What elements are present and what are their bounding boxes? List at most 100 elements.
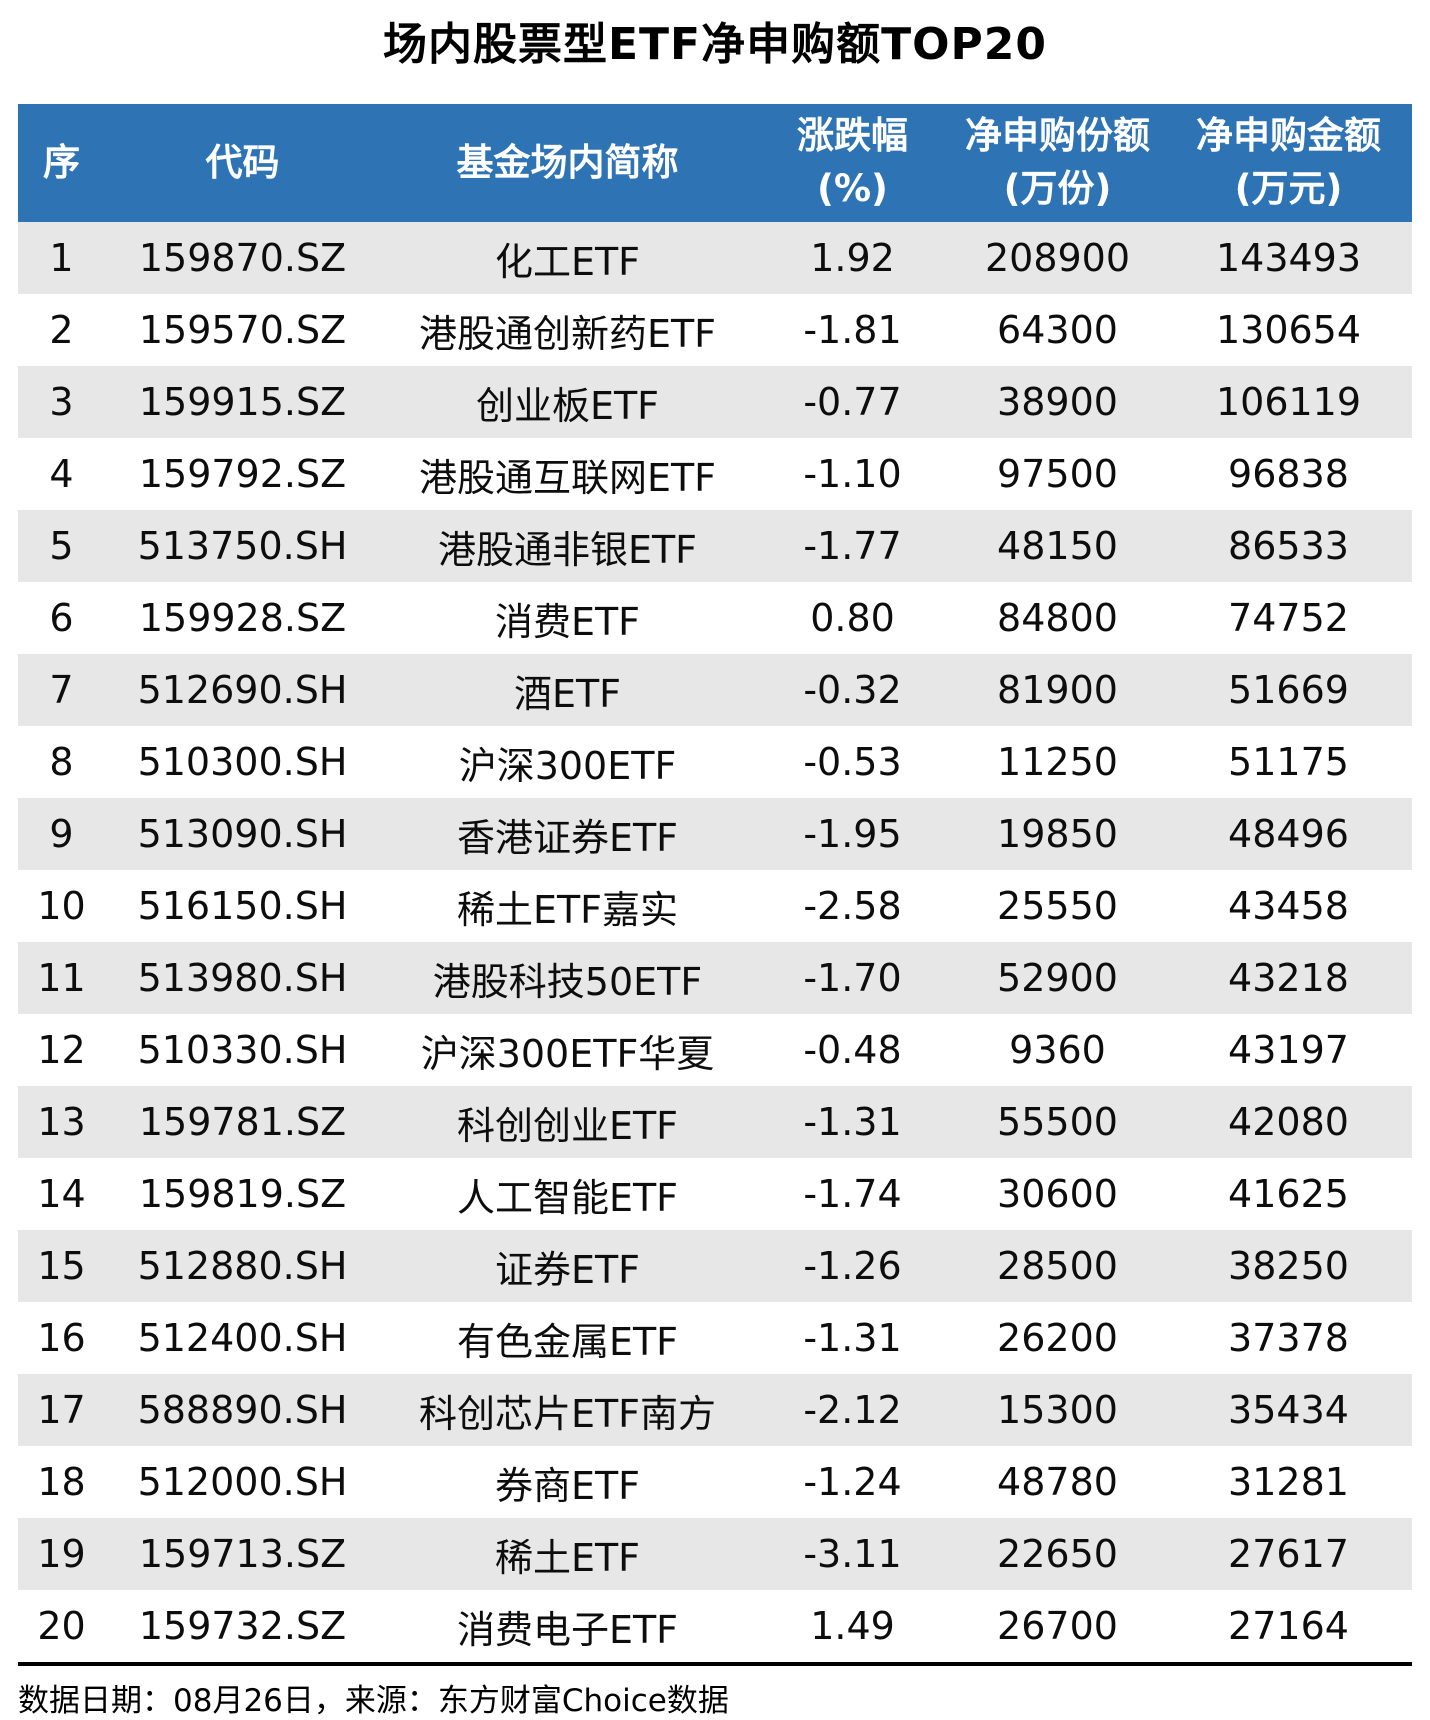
change-pct-cell: -2.12 (803, 1388, 902, 1432)
change-pct-cell: -0.48 (803, 1028, 902, 1072)
code-cell: 512400.SH (137, 1316, 348, 1360)
net-sub-shares-cell: 52900 (997, 956, 1118, 1000)
net-sub-amount-cell: 96838 (1228, 452, 1349, 496)
code-cell: 512880.SH (137, 1244, 348, 1288)
fund-name-cell: 稀土ETF (494, 1535, 641, 1580)
fund-name-cell: 酒ETF (513, 671, 622, 716)
change-pct-cell: -0.53 (803, 740, 902, 784)
data-source-note: 数据日期：08月26日，来源：东方财富Choice数据 (18, 1683, 729, 1719)
fund-name-cell: 化工ETF (494, 239, 641, 284)
etf-table: 序代码 基金场内简称 涨跌幅 (%) 净申购份额 (万份) 净申购金额 (万元) 1 15987… (18, 104, 1412, 1720)
change-pct-cell: -1.81 (803, 308, 902, 352)
rank-cell: 6 (49, 596, 74, 640)
code-cell: 513750.SH (137, 524, 348, 568)
table-row: 20 159732.SZ 消费电子ETF 1.49 26700 27164 (18, 1590, 1412, 1662)
change-pct-cell: -1.31 (803, 1100, 902, 1144)
table-header-row: 序 代码 基金场内简称 涨跌幅 (%) 净申购份额 (万份) 净申购金额 (万元) (18, 104, 1412, 222)
net-sub-amount-cell: 31281 (1228, 1460, 1349, 1504)
fund-name-cell: 科创芯片ETF南方 (418, 1391, 717, 1436)
rank-cell: 8 (49, 740, 74, 784)
footer-divider (18, 1662, 1412, 1666)
change-pct-cell: -1.31 (803, 1316, 902, 1360)
rank-cell: 15 (37, 1244, 86, 1288)
code-cell: 159915.SZ (138, 380, 347, 424)
net-sub-amount-cell: 43197 (1228, 1028, 1349, 1072)
code-cell: 159713.SZ (138, 1532, 347, 1576)
fund-name-cell: 港股通非银ETF (437, 527, 698, 572)
rank-cell: 5 (49, 524, 74, 568)
fund-name-cell: 香港证券ETF (456, 815, 679, 860)
code-cell: 512000.SH (137, 1460, 348, 1504)
table-row: 10 516150.SH 稀土ETF嘉实 -2.58 25550 43458 (18, 870, 1412, 942)
fund-name-cell: 券商ETF (494, 1463, 641, 1508)
table-row: 17 588890.SH 科创芯片ETF南方 -2.12 15300 35434 (18, 1374, 1412, 1446)
change-pct-cell: 1.49 (810, 1604, 895, 1648)
net-sub-shares-cell: 9360 (1009, 1028, 1106, 1072)
rank-cell: 2 (49, 308, 74, 352)
rank-cell: 3 (49, 380, 74, 424)
column-header-fund-name: 基金场内简称 (456, 140, 679, 184)
code-cell: 513980.SH (137, 956, 348, 1000)
table-row: 8 510300.SH 沪深300ETF -0.53 11250 51175 (18, 726, 1412, 798)
net-sub-shares-cell: 25550 (997, 884, 1118, 928)
rank-cell: 1 (49, 236, 74, 280)
column-header-net-sub-shares: 净申购份额 (万份) (965, 114, 1150, 210)
code-cell: 159781.SZ (138, 1100, 347, 1144)
fund-name-cell: 港股通互联网ETF (418, 455, 717, 500)
column-header-net-sub-amount: 净申购金额 (万元) (1196, 114, 1381, 210)
column-header-code: 代码 (205, 140, 280, 184)
code-cell: 510330.SH (137, 1028, 348, 1072)
net-sub-amount-cell: 130654 (1215, 308, 1362, 352)
change-pct-cell: -1.10 (803, 452, 902, 496)
code-cell: 588890.SH (137, 1388, 348, 1432)
table-row: 16 512400.SH 有色金属ETF -1.31 26200 37378 (18, 1302, 1412, 1374)
net-sub-amount-cell: 106119 (1215, 380, 1362, 424)
table-row: 7 512690.SH 酒ETF -0.32 81900 51669 (18, 654, 1412, 726)
change-pct-cell: 1.92 (810, 236, 895, 280)
change-pct-cell: -1.26 (803, 1244, 902, 1288)
net-sub-shares-cell: 11250 (997, 740, 1118, 784)
change-pct-cell: -1.74 (803, 1172, 902, 1216)
net-sub-amount-cell: 35434 (1228, 1388, 1349, 1432)
change-pct-cell: -0.32 (803, 668, 902, 712)
net-sub-amount-cell: 41625 (1228, 1172, 1349, 1216)
table-row: 2 159570.SZ 港股通创新药ETF -1.81 64300 130654 (18, 294, 1412, 366)
fund-name-cell: 沪深300ETF华夏 (420, 1031, 715, 1076)
net-sub-amount-cell: 51175 (1228, 740, 1349, 784)
net-sub-amount-cell: 27617 (1228, 1532, 1349, 1576)
rank-cell: 10 (37, 884, 86, 928)
rank-cell: 19 (37, 1532, 86, 1576)
table-row: 13 159781.SZ 科创创业ETF -1.31 55500 42080 (18, 1086, 1412, 1158)
fund-name-cell: 消费ETF (494, 599, 641, 644)
fund-name-cell: 沪深300ETF (458, 743, 677, 788)
rank-cell: 7 (49, 668, 74, 712)
fund-name-cell: 证券ETF (494, 1247, 641, 1292)
column-header-change-pct: 涨跌幅 (%) (797, 114, 908, 210)
table-row: 6 159928.SZ 消费ETF 0.80 84800 74752 (18, 582, 1412, 654)
net-sub-amount-cell: 48496 (1228, 812, 1349, 856)
net-sub-amount-cell: 43458 (1228, 884, 1349, 928)
fund-name-cell: 有色金属ETF (456, 1319, 679, 1364)
fund-name-cell: 港股通创新药ETF (418, 311, 717, 356)
code-cell: 513090.SH (137, 812, 348, 856)
rank-cell: 17 (37, 1388, 86, 1432)
net-sub-shares-cell: 64300 (997, 308, 1118, 352)
table-body: 1 159870.SZ 化工ETF 1.92 208900 143493 2 159570.S… (18, 222, 1412, 1662)
table-row: 9 513090.SH 香港证券ETF -1.95 19850 48496 (18, 798, 1412, 870)
net-sub-shares-cell: 208900 (984, 236, 1131, 280)
code-cell: 159732.SZ (138, 1604, 347, 1648)
net-sub-amount-cell: 74752 (1228, 596, 1349, 640)
change-pct-cell: -0.77 (803, 380, 902, 424)
net-sub-shares-cell: 26700 (997, 1604, 1118, 1648)
net-sub-amount-cell: 27164 (1228, 1604, 1349, 1648)
table-row: 3 159915.SZ 创业板ETF -0.77 38900 106119 (18, 366, 1412, 438)
change-pct-cell: -2.58 (803, 884, 902, 928)
fund-name-cell: 消费电子ETF (456, 1607, 679, 1652)
code-cell: 512690.SH (137, 668, 348, 712)
net-sub-shares-cell: 55500 (997, 1100, 1118, 1144)
change-pct-cell: 0.80 (810, 596, 895, 640)
change-pct-cell: -1.95 (803, 812, 902, 856)
rank-cell: 9 (49, 812, 74, 856)
column-header-rank: 序 (43, 140, 80, 184)
rank-cell: 11 (37, 956, 86, 1000)
